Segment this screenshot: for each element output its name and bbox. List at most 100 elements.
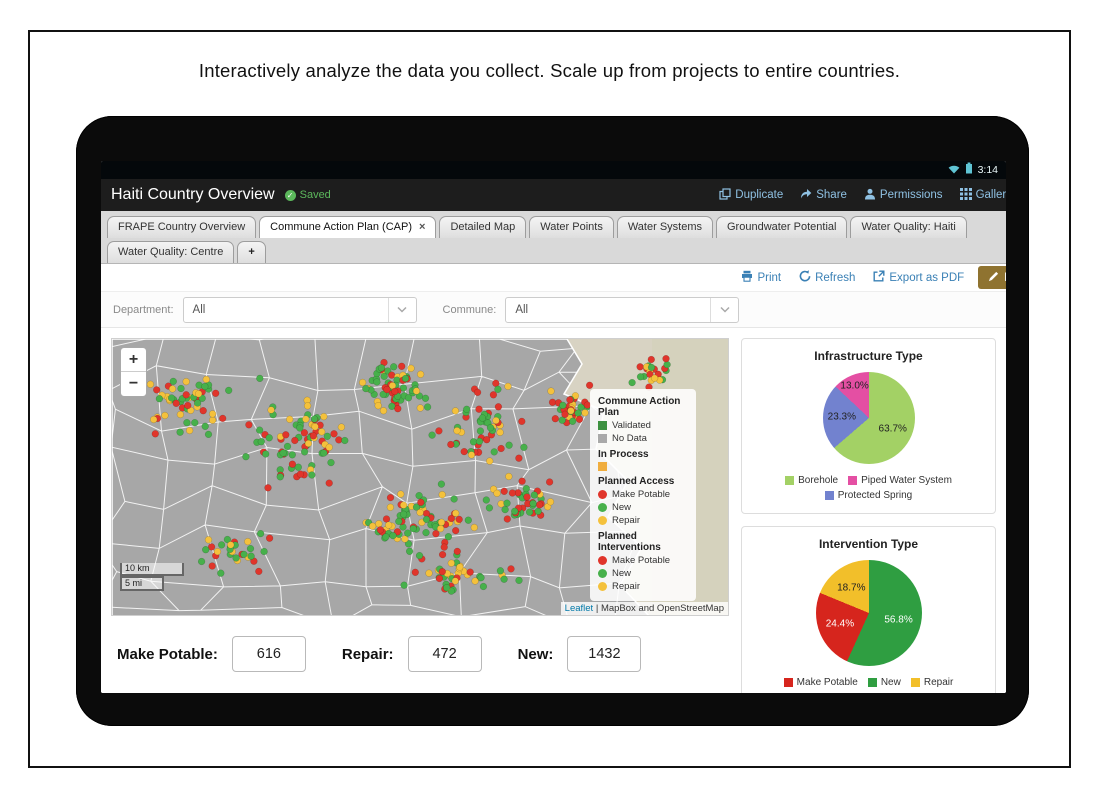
legend-entry: Protected Spring <box>824 490 912 501</box>
commune-select[interactable]: All <box>505 296 740 323</box>
legend-item: Make Potable <box>598 489 688 500</box>
share-icon <box>800 188 812 202</box>
page-caption: Interactively analyze the data you colle… <box>198 60 901 81</box>
refresh-button[interactable]: Refresh <box>799 270 855 285</box>
tab-bar: FRAPE Country Overview Commune Action Pl… <box>101 211 1006 264</box>
tablet-frame: 3:14 Haiti Country Overview ✓ Saved Dupl… <box>76 116 1029 726</box>
refresh-icon <box>799 270 811 285</box>
chevron-down-icon <box>387 297 416 322</box>
new-swatch <box>598 503 607 512</box>
gallery-label: Gallery <box>975 189 1006 201</box>
gallery-button[interactable]: Gallery <box>959 187 1006 203</box>
leaflet-link[interactable]: Leaflet <box>564 603 594 614</box>
scale-mi: 5 mi <box>120 576 164 591</box>
intervention-type-card: Intervention Type 56.8% 24.4% 18.7% Make P… <box>741 526 996 693</box>
map-scale: 10 km 5 mi <box>120 563 184 591</box>
close-icon[interactable]: × <box>419 221 426 233</box>
chart-title: Intervention Type <box>818 537 919 551</box>
duplicate-icon <box>719 187 731 203</box>
department-select-value: All <box>192 303 206 316</box>
tab-water-quality-haiti[interactable]: Water Quality: Haiti <box>850 216 967 238</box>
legend-item: Validated <box>598 420 688 431</box>
no-data-swatch <box>598 434 607 443</box>
tab-row-2: Water Quality: Centre + <box>107 241 1000 263</box>
pie-slice-label: 23.3% <box>827 411 856 423</box>
app-header: Haiti Country Overview ✓ Saved Duplicate… <box>101 179 1006 211</box>
saved-indicator: ✓ Saved <box>284 189 331 201</box>
legend-section-title: In Process <box>598 449 649 460</box>
legend-item: New <box>598 502 688 513</box>
permissions-label: Permissions <box>879 189 943 201</box>
map-column: + − Commune Action Plan Validated No Dat… <box>111 338 729 693</box>
tab-water-systems[interactable]: Water Systems <box>616 216 713 238</box>
legend-item: Make Potable <box>598 555 688 566</box>
gallery-icon <box>959 187 972 203</box>
tab-water-points[interactable]: Water Points <box>529 216 614 238</box>
refresh-label: Refresh <box>815 271 856 284</box>
attribution-credits: MapBox and OpenStreetMap <box>600 603 724 614</box>
map-dots-layer <box>146 355 671 595</box>
export-icon <box>873 270 885 285</box>
attribution-separator: | <box>593 603 601 614</box>
status-bar: 3:14 <box>101 161 1006 179</box>
filter-bar: Department: All Commune: All <box>101 292 1006 328</box>
print-button[interactable]: Print <box>741 270 781 285</box>
chart-title: Infrastructure Type <box>814 349 923 363</box>
duplicate-button[interactable]: Duplicate <box>719 187 784 203</box>
intervention-type-pie: 56.8% 24.4% 18.7% <box>815 560 922 666</box>
zoom-out-button[interactable]: − <box>128 375 139 392</box>
map-legend: Commune Action Plan Validated No Data In… <box>590 389 696 601</box>
chevron-down-icon <box>710 297 738 322</box>
chart-legend: Make Potable New Repair <box>783 677 953 688</box>
tab-frape-country-overview[interactable]: FRAPE Country Overview <box>107 216 257 238</box>
charts-column: Infrastructure Type 63.7% 23.3% 13.0% Bore… <box>741 338 996 693</box>
in-process-swatch <box>598 462 607 471</box>
chart-legend: Borehole Piped Water System Protected Sp… <box>761 475 976 501</box>
legend-entry: Repair <box>910 677 953 688</box>
zoom-in-button[interactable]: + <box>121 348 146 372</box>
tab-groundwater-potential[interactable]: Groundwater Potential <box>716 216 848 238</box>
commune-select-value: All <box>515 303 529 316</box>
legend-item: New <box>598 568 688 579</box>
commune-filter: Commune: All <box>443 296 740 323</box>
stat-label: Repair: <box>341 645 394 663</box>
export-pdf-label: Export as PDF <box>889 271 965 284</box>
pie-slice-label: 24.4% <box>825 618 855 630</box>
legend-section-title: Planned Interventions <box>598 531 661 553</box>
tab-row-1: FRAPE Country Overview Commune Action Pl… <box>107 216 1000 238</box>
export-pdf-button[interactable]: Export as PDF <box>873 270 964 285</box>
page-title: Haiti Country Overview <box>111 186 275 203</box>
legend-entry: New <box>867 677 901 688</box>
legend-entry: Make Potable <box>783 677 858 688</box>
legend-item: No Data <box>598 433 688 444</box>
validated-swatch <box>598 421 607 430</box>
map-canvas[interactable]: + − Commune Action Plan Validated No Dat… <box>111 338 729 616</box>
wifi-icon <box>948 161 960 179</box>
tab-commune-action-plan[interactable]: Commune Action Plan (CAP) × <box>259 216 437 238</box>
print-icon <box>741 270 753 285</box>
stat-new: New: 1432 <box>518 636 642 672</box>
permissions-button[interactable]: Permissions <box>864 188 943 203</box>
stat-value: 1432 <box>567 636 642 672</box>
permissions-icon <box>864 188 876 203</box>
page-frame: Interactively analyze the data you colle… <box>28 30 1071 768</box>
legend-item: Repair <box>598 581 688 592</box>
saved-label: Saved <box>299 189 331 201</box>
new-swatch <box>598 569 607 578</box>
tab-water-quality-centre[interactable]: Water Quality: Centre <box>107 241 235 263</box>
tab-detailed-map[interactable]: Detailed Map <box>439 216 527 238</box>
stat-value: 616 <box>231 636 306 672</box>
stat-repair: Repair: 472 <box>342 636 482 672</box>
map-zoom-control: + − <box>120 347 147 397</box>
share-label: Share <box>816 189 847 201</box>
add-tab-button[interactable]: + <box>237 241 266 263</box>
dashboard-content: + − Commune Action Plan Validated No Dat… <box>101 328 1006 693</box>
make-potable-swatch <box>598 490 607 499</box>
pie-slice-label: 13.0% <box>840 380 869 392</box>
duplicate-label: Duplicate <box>735 189 784 201</box>
share-button[interactable]: Share <box>800 188 847 202</box>
edit-button[interactable]: Edit <box>978 266 1006 289</box>
toolbar: Print Refresh Export as PDF Edit <box>101 264 1006 292</box>
department-select[interactable]: All <box>182 296 417 323</box>
stat-label: New: <box>517 645 554 663</box>
